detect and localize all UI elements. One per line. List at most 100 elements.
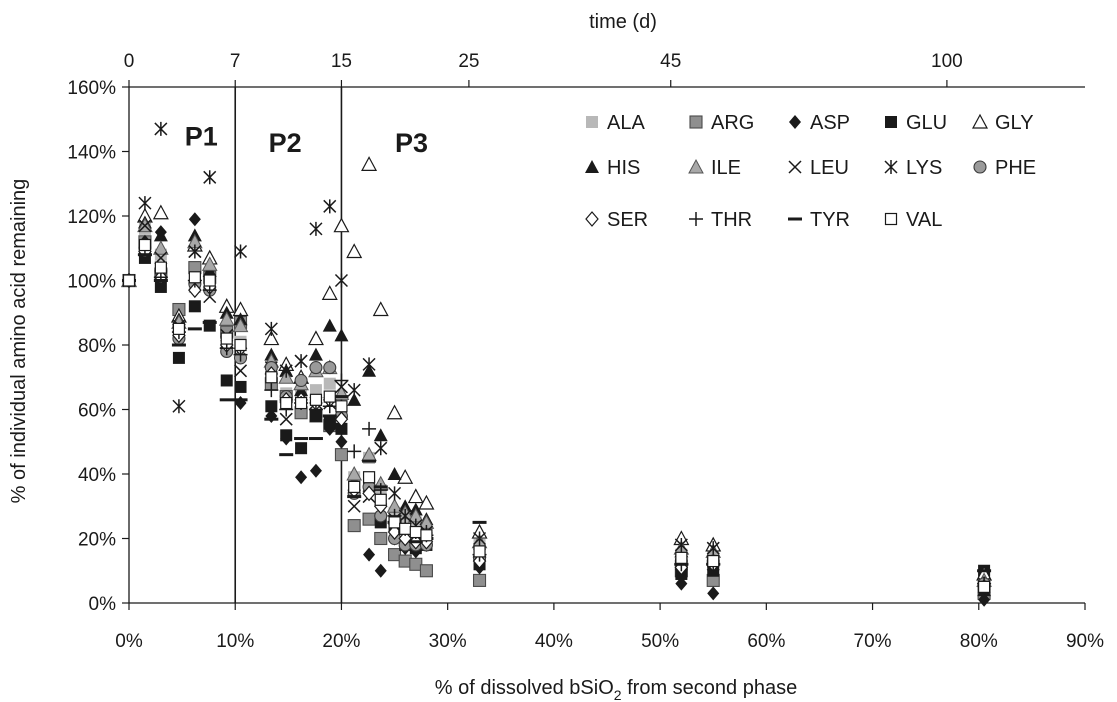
data-point: [323, 199, 337, 214]
data-point: [138, 196, 152, 211]
data-point: [674, 537, 688, 552]
top-axis-title: time (d): [589, 11, 657, 33]
series-tyr: [122, 253, 992, 573]
data-point: [407, 488, 424, 504]
legend-marker: [586, 116, 598, 128]
data-point: [234, 338, 247, 352]
legend-marker: [585, 160, 599, 173]
x-tick-label: 80%: [960, 631, 998, 652]
data-point: [347, 383, 361, 398]
data-point: [398, 530, 412, 547]
data-point: [188, 244, 202, 259]
legend-marker: [689, 212, 703, 226]
data-point: [348, 480, 361, 493]
data-point: [234, 364, 248, 378]
data-point: [363, 547, 376, 562]
plot-area: 0% 10% 20% 30% 40% 50% 60% 70% 80% 90% 0% 20% 40% 60%…: [67, 51, 1104, 652]
data-point: [707, 586, 720, 601]
data-point: [294, 396, 308, 410]
data-point: [977, 580, 991, 593]
data-point: [334, 395, 349, 399]
x-axis-title-main: % of dissolved bSiO: [435, 677, 614, 699]
data-point: [154, 261, 167, 274]
legend-label: PHE: [995, 157, 1036, 179]
data-point: [280, 396, 293, 410]
top-tick-label: 7: [230, 51, 241, 72]
legend-label: GLU: [906, 112, 947, 134]
y-tick-label: 160%: [67, 78, 116, 99]
data-point: [263, 330, 280, 346]
legend-label: GLY: [995, 112, 1034, 134]
series-ala: [123, 222, 991, 584]
data-point: [373, 485, 388, 489]
data-point: [137, 253, 152, 257]
x-tick-label: 10%: [216, 631, 254, 652]
data-point: [264, 321, 278, 336]
data-point: [172, 399, 186, 414]
data-point: [264, 383, 279, 398]
top-tick-label: 45: [660, 51, 681, 72]
data-point: [977, 569, 992, 573]
data-point: [346, 243, 363, 259]
data-point: [398, 508, 412, 523]
data-point: [295, 470, 308, 485]
legend-label: HIS: [607, 157, 640, 179]
data-point: [294, 437, 309, 441]
data-point: [418, 494, 435, 510]
data-point: [307, 330, 324, 346]
data-point: [309, 361, 323, 375]
data-point: [334, 273, 348, 288]
legend-label: ALA: [607, 112, 645, 134]
data-point: [347, 392, 362, 406]
series-glu: [123, 251, 991, 580]
phase-label: P2: [269, 128, 302, 158]
x-axis-title: % of dissolved bSiO2 from second phase: [435, 677, 797, 702]
data-point: [362, 471, 376, 484]
data-point: [675, 576, 688, 591]
y-tick-label: 0%: [89, 594, 117, 615]
data-point: [362, 459, 377, 463]
x-tick-label: 60%: [747, 631, 785, 652]
data-point: [219, 398, 234, 402]
legend-item-val: VAL: [884, 209, 942, 231]
data-point: [399, 522, 412, 535]
data-point: [675, 551, 688, 564]
data-point: [264, 417, 279, 421]
data-point: [153, 240, 169, 255]
data-point: [188, 271, 201, 284]
data-point: [362, 421, 377, 436]
data-point: [473, 545, 486, 558]
x-tick-label: 90%: [1066, 631, 1104, 652]
legend-marker: [788, 160, 802, 174]
legend-marker: [885, 116, 897, 128]
data-point: [362, 512, 376, 526]
data-point: [334, 373, 349, 388]
series-lys: [122, 121, 991, 591]
data-point: [234, 396, 247, 411]
data-point: [187, 327, 202, 331]
data-point: [347, 519, 361, 533]
legend-marker: [688, 158, 704, 174]
legend-item-glu: GLU: [885, 112, 947, 134]
data-point: [472, 573, 487, 587]
series-phe: [122, 241, 991, 591]
data-point: [362, 485, 376, 502]
phase-label: P3: [395, 128, 428, 158]
data-point: [280, 429, 293, 442]
data-point: [386, 404, 403, 420]
data-point: [372, 301, 389, 317]
series-thr: [122, 247, 992, 591]
data-point: [154, 121, 168, 136]
data-point: [362, 357, 376, 372]
data-point: [172, 351, 185, 364]
phase-label: P1: [185, 121, 218, 151]
data-point: [309, 384, 322, 397]
series-leu: [122, 219, 991, 594]
data-point: [279, 412, 293, 426]
legend-marker: [884, 212, 898, 226]
data-point: [309, 463, 322, 478]
data-point: [388, 486, 402, 501]
legend-label: TYR: [810, 209, 850, 231]
series-arg: [122, 235, 991, 600]
y-tick-label: 140%: [67, 143, 116, 164]
